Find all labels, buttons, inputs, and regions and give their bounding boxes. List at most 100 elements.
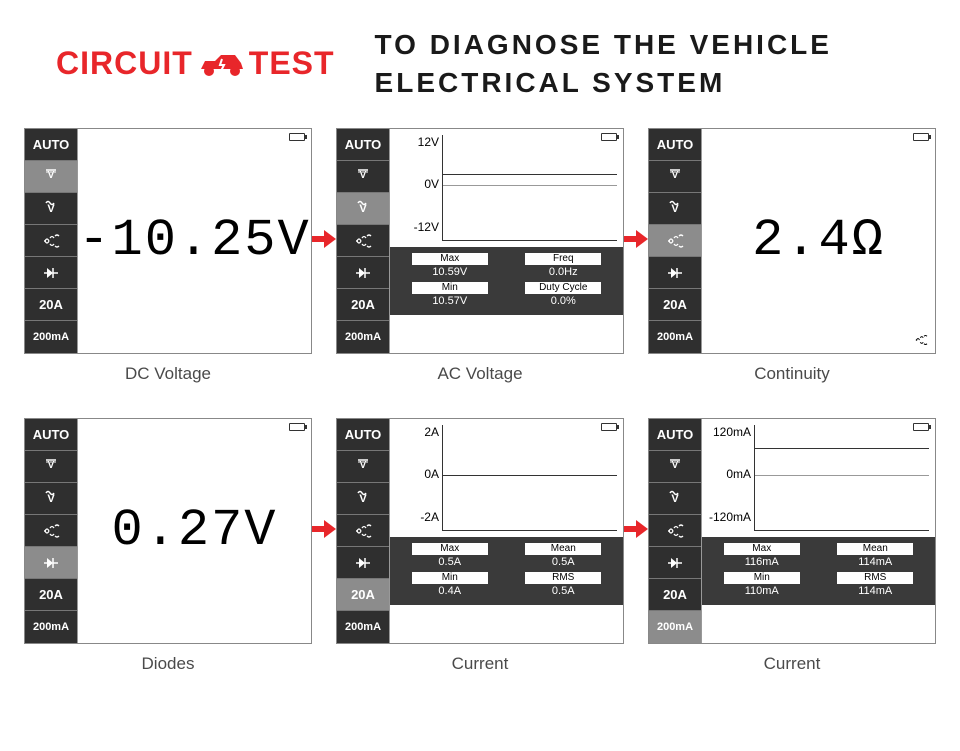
chart-data-line (442, 475, 617, 476)
sidebar-mode-button[interactable]: V (649, 483, 701, 515)
stat-label: Min (724, 572, 800, 584)
sidebar-mode-button[interactable] (25, 225, 77, 257)
reading-value: -10.25V (78, 129, 311, 353)
sidebar-mode-button[interactable] (25, 515, 77, 547)
stat-item: Mean0.5A (514, 543, 614, 568)
stat-label: Min (412, 572, 488, 584)
stat-value: 10.57V (432, 296, 467, 307)
arrow-icon (624, 228, 648, 250)
stat-value: 0.4A (438, 586, 461, 597)
chart-data-line (754, 448, 929, 449)
sidebar-mode-button[interactable] (337, 225, 389, 257)
sidebar-mode-button[interactable]: V (25, 193, 77, 225)
panel-sidebar: AUTOVV20A200mA (337, 419, 390, 643)
sidebar-mode-button[interactable]: V (649, 161, 701, 193)
sidebar-mode-button[interactable]: 20A (649, 289, 701, 321)
panel-content: -10.25V (78, 129, 311, 353)
sidebar-mode-button[interactable]: 200mA (25, 611, 77, 642)
panel-cell: AUTOVV20A200mA2A0A-2AMax0.5AMean0.5AMin0… (334, 418, 626, 674)
panel-content: 120mA0mA-120mAMax116mAMean114mAMin110mAR… (702, 419, 935, 643)
sidebar-mode-button[interactable]: V (649, 451, 701, 483)
sidebar-mode-button[interactable]: 20A (337, 579, 389, 611)
sidebar-mode-button[interactable]: V (337, 483, 389, 515)
sidebar-mode-button[interactable]: V (649, 193, 701, 225)
stat-item: Min10.57V (400, 282, 500, 307)
stat-item: Mean114mA (826, 543, 926, 568)
sidebar-mode-button[interactable]: V (25, 451, 77, 483)
sidebar-mode-button[interactable]: 200mA (337, 611, 389, 642)
sidebar-mode-button[interactable]: AUTO (649, 419, 701, 451)
sidebar-mode-button[interactable]: 20A (25, 289, 77, 321)
stat-item: Max 0.5A (400, 543, 500, 568)
device-panel: AUTOVV20A200mA12V0V-12VMax10.59VFreq0.0H… (336, 128, 624, 354)
stat-label: RMS (837, 572, 913, 584)
sidebar-mode-button[interactable]: 20A (25, 579, 77, 611)
battery-icon (289, 133, 305, 141)
sidebar-mode-button[interactable]: AUTO (337, 129, 389, 161)
chart-data-line (442, 174, 617, 175)
stat-label: Max (724, 543, 800, 555)
panel-content: 2.4Ω (702, 129, 935, 353)
sidebar-mode-button[interactable] (337, 547, 389, 579)
stat-item: RMS0.5A (514, 572, 614, 597)
panel-cell: AUTOVV20A200mA12V0V-12VMax10.59VFreq0.0H… (334, 128, 626, 384)
panel-caption: DC Voltage (125, 364, 211, 384)
sidebar-mode-button[interactable] (25, 257, 77, 289)
sidebar-mode-button[interactable] (649, 225, 701, 257)
sidebar-mode-button[interactable]: AUTO (649, 129, 701, 161)
sidebar-mode-button[interactable]: 200mA (649, 321, 701, 352)
device-panel: AUTOVV20A200mA-10.25V (24, 128, 312, 354)
sidebar-mode-button[interactable] (649, 547, 701, 579)
stat-label: Max (412, 543, 488, 555)
sidebar-mode-button[interactable] (337, 515, 389, 547)
panel-cell: AUTOVV20A200mA2.4ΩContinuity (646, 128, 938, 384)
sidebar-mode-button[interactable]: V (337, 193, 389, 225)
sidebar-mode-button[interactable] (25, 547, 77, 579)
y-axis-label: 12V (394, 135, 439, 149)
sidebar-mode-button[interactable]: V (25, 161, 77, 193)
arrow-icon (312, 518, 336, 540)
sidebar-mode-button[interactable]: V (337, 451, 389, 483)
stat-value: 0.5A (438, 557, 461, 568)
stat-item: Min 0.4A (400, 572, 500, 597)
panel-caption: AC Voltage (437, 364, 522, 384)
stat-value: 114mA (858, 557, 892, 568)
sidebar-mode-button[interactable]: V (337, 161, 389, 193)
sidebar-mode-button[interactable]: 200mA (337, 321, 389, 352)
sidebar-mode-button[interactable] (649, 515, 701, 547)
panel-caption: Current (764, 654, 821, 674)
logo-word-2: TEST (249, 45, 335, 82)
stat-value: 0.0% (551, 296, 576, 307)
headline-line-1: TO DIAGNOSE THE VEHICLE (375, 26, 832, 64)
y-axis-label: -12V (394, 220, 439, 234)
panel-caption: Continuity (754, 364, 830, 384)
chart-area: 2A0A-2A (390, 419, 623, 537)
device-panel: AUTOVV20A200mA2.4Ω (648, 128, 936, 354)
sidebar-mode-button[interactable]: 200mA (649, 611, 701, 642)
stats-block: Max10.59VFreq0.0HzMin10.57VDuty Cycle0.0… (390, 247, 623, 315)
stat-item: Duty Cycle0.0% (514, 282, 614, 307)
sidebar-mode-button[interactable]: 20A (649, 579, 701, 611)
arrow-icon (624, 518, 648, 540)
stat-value: 10.59V (432, 267, 467, 278)
panel-cell: AUTOVV20A200mA-10.25VDC Voltage (22, 128, 314, 384)
sidebar-mode-button[interactable] (649, 257, 701, 289)
sidebar-mode-button[interactable] (337, 257, 389, 289)
stat-label: Mean (525, 543, 601, 555)
sidebar-mode-button[interactable]: AUTO (25, 129, 77, 161)
y-axis-label: -2A (394, 510, 439, 524)
sidebar-mode-button[interactable]: V (25, 483, 77, 515)
headline-line-2: ELECTRICAL SYSTEM (375, 64, 832, 102)
sidebar-mode-button[interactable]: AUTO (25, 419, 77, 451)
panel-caption: Current (452, 654, 509, 674)
panel-sidebar: AUTOVV20A200mA (25, 129, 78, 353)
sidebar-mode-button[interactable]: AUTO (337, 419, 389, 451)
panel-sidebar: AUTOVV20A200mA (649, 129, 702, 353)
sidebar-mode-button[interactable]: 20A (337, 289, 389, 321)
stat-value: 0.0Hz (549, 267, 578, 278)
battery-icon (289, 423, 305, 431)
device-panel: AUTOVV20A200mA0.27V (24, 418, 312, 644)
y-axis-label: 0mA (706, 467, 751, 481)
sidebar-mode-button[interactable]: 200mA (25, 321, 77, 352)
panel-sidebar: AUTOVV20A200mA (337, 129, 390, 353)
